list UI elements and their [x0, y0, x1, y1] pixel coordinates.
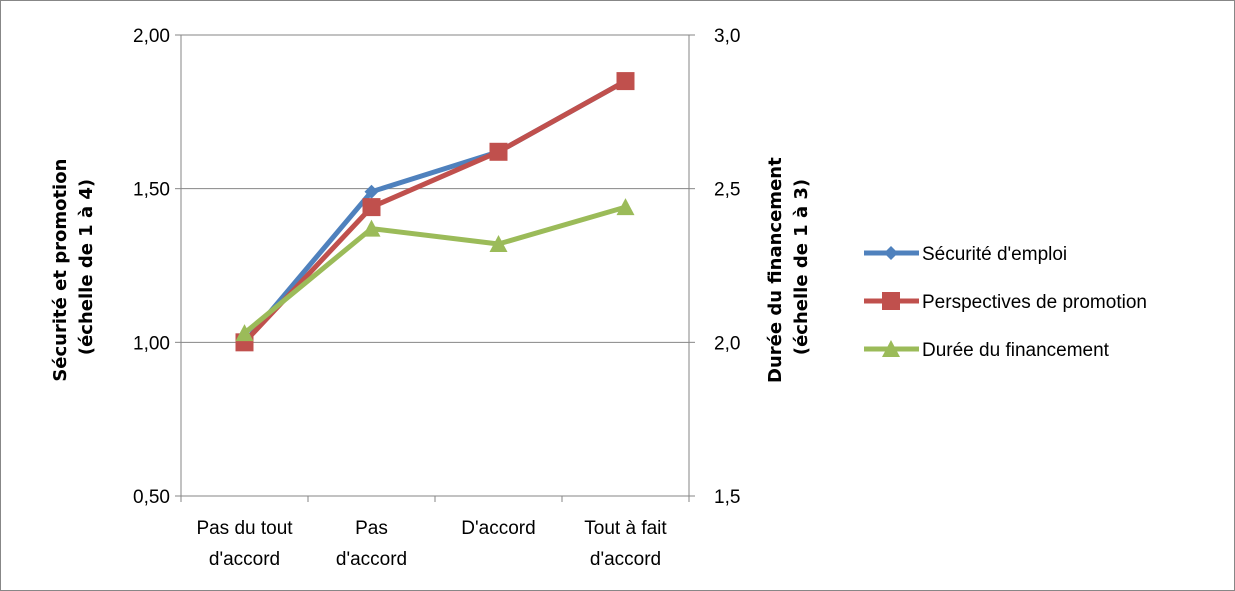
left-axis-title: Sécurité et promotion (échelle de 1 à 4): [50, 152, 97, 381]
left-axis-title-line-1: Sécurité et promotion: [50, 159, 71, 382]
data-point: [490, 143, 508, 161]
series-line-2: [245, 81, 626, 342]
left-tick-label: 2,00: [133, 26, 170, 47]
x-tick-label-line: Pas: [355, 518, 388, 539]
legend-marker: [884, 246, 898, 260]
series-line-1: [245, 81, 626, 342]
series-line-3: [245, 207, 626, 333]
series-group: [236, 72, 635, 351]
gridlines: [181, 35, 689, 342]
axes: [175, 35, 695, 502]
tick-labels: 0,50 1,00 1,50 2,00 1,5 2,0 2,5 3,0 Pas du tout d…: [133, 26, 740, 570]
legend: Sécurité d'emploi Perspectives de promoti…: [864, 244, 1147, 361]
legend-label: Perspectives de promotion: [922, 292, 1147, 313]
legend-marker: [882, 292, 900, 310]
right-tick-label: 2,5: [714, 180, 740, 201]
x-tick-label-line: d'accord: [209, 549, 280, 570]
x-tick-label-line: d'accord: [336, 549, 407, 570]
x-tick-label-line: D'accord: [461, 518, 535, 539]
x-tick-label: D'accord: [461, 518, 535, 539]
left-axis-title-line-2: (échelle de 1 à 4): [76, 179, 97, 355]
x-tick-label: Pas du tout d'accord: [196, 518, 293, 570]
right-tick-label: 1,5: [714, 487, 740, 508]
right-axis-title-line-1: Durée du financement: [765, 157, 786, 383]
right-tick-label: 3,0: [714, 26, 740, 47]
legend-label: Durée du financement: [922, 340, 1110, 361]
x-tick-label-line: Pas du tout: [196, 518, 293, 539]
x-tick-label: Pas d'accord: [336, 518, 407, 570]
left-tick-label: 1,50: [133, 180, 170, 201]
right-axis-title: Durée du financement (échelle de 1 à 3): [765, 151, 812, 383]
legend-label: Sécurité d'emploi: [922, 244, 1067, 265]
left-tick-label: 1,00: [133, 333, 170, 354]
right-axis-title-line-2: (échelle de 1 à 3): [791, 179, 812, 355]
right-tick-label: 2,0: [714, 333, 740, 354]
x-tick-label-line: Tout à fait: [584, 518, 667, 539]
data-point: [363, 198, 381, 216]
data-point: [617, 72, 635, 90]
x-tick-label: Tout à fait d'accord: [584, 518, 667, 570]
x-tick-label-line: d'accord: [590, 549, 661, 570]
left-tick-label: 0,50: [133, 487, 170, 508]
